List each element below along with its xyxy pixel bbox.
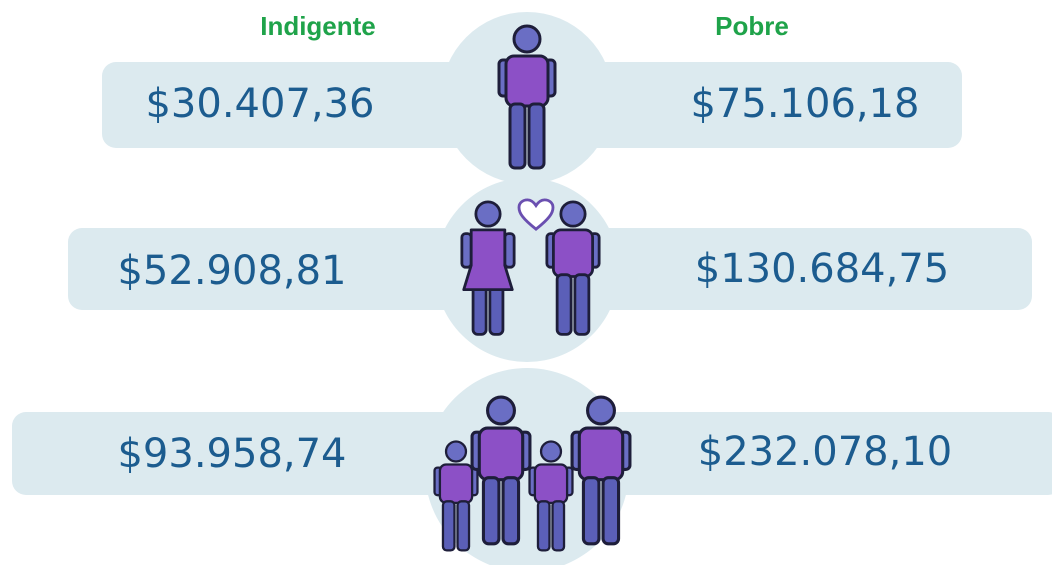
value-indigente: $30.407,36 [145, 81, 374, 127]
column-header: Indigente [260, 11, 376, 41]
value-indigente: $93.958,74 [117, 431, 346, 477]
value-pobre: $75.106,18 [690, 81, 919, 127]
value-pobre: $130.684,75 [695, 246, 949, 292]
column-header: Pobre [715, 11, 789, 41]
value-pobre: $232.078,10 [698, 429, 952, 475]
value-indigente: $52.908,81 [117, 248, 346, 294]
